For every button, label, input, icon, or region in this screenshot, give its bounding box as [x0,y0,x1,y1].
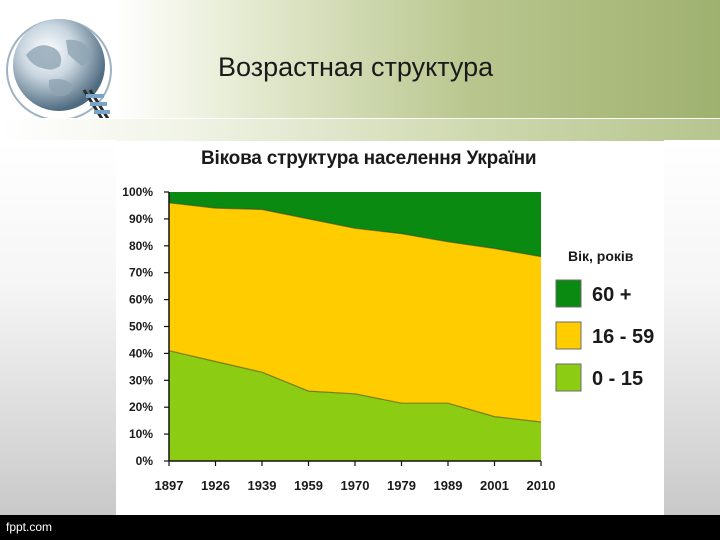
stacked-area-chart: 0% 10% 20% 30% 40% 50% 60% 70% 80% 90% 100% 1897 192… [122,185,654,493]
series-boundary-line [168,202,542,258]
y-tick-label: 80% [129,239,153,253]
area-series-16-59 [169,202,541,422]
y-tick-label: 70% [129,266,153,280]
right-side-band [664,140,720,515]
chart-title: Вікова структура населення України [201,148,537,169]
x-tick-label: 1979 [387,478,416,493]
left-side-band [0,140,116,515]
y-tick-label: 100% [122,185,153,199]
legend-label: 16 - 59 [592,326,654,348]
y-tick-label: 60% [129,293,153,307]
footer-brand: fppt.com [6,520,53,534]
series-boundary-line [168,350,542,423]
slide-title: Возрастная структура [218,52,494,82]
x-tick-label: 2001 [480,478,509,493]
area-series-60 [169,192,541,257]
y-tick-label: 20% [129,400,153,414]
globe-icon [6,19,112,123]
area-series-0-15 [169,350,541,461]
x-tick-label: 1959 [294,478,323,493]
x-tick-label: 1970 [341,478,370,493]
y-tick-label: 90% [129,212,153,226]
x-tick-label: 2010 [527,478,556,493]
header-stripe [0,118,720,141]
x-tick-label: 1989 [434,478,463,493]
y-tick-label: 40% [129,346,153,360]
legend-swatch [555,279,582,308]
legend-swatch [555,363,582,392]
legend-title: Вік, років [568,248,634,264]
x-tick-label: 1897 [155,478,184,493]
x-tick-label: 1926 [201,478,230,493]
legend-label: 60 + [592,284,631,306]
x-tick-label: 1939 [248,478,277,493]
y-tick-label: 0% [136,454,154,468]
legend-label: 0 - 15 [592,368,643,390]
y-tick-label: 30% [129,373,153,387]
slide-header: Возрастная структура [0,0,720,123]
y-tick-label: 10% [129,427,153,441]
y-tick-label: 50% [129,320,153,334]
chart-panel: Вікова структура населення України 0% 10%… [116,141,664,513]
legend-swatch [555,321,582,350]
slide-footer: fppt.com [0,515,720,540]
